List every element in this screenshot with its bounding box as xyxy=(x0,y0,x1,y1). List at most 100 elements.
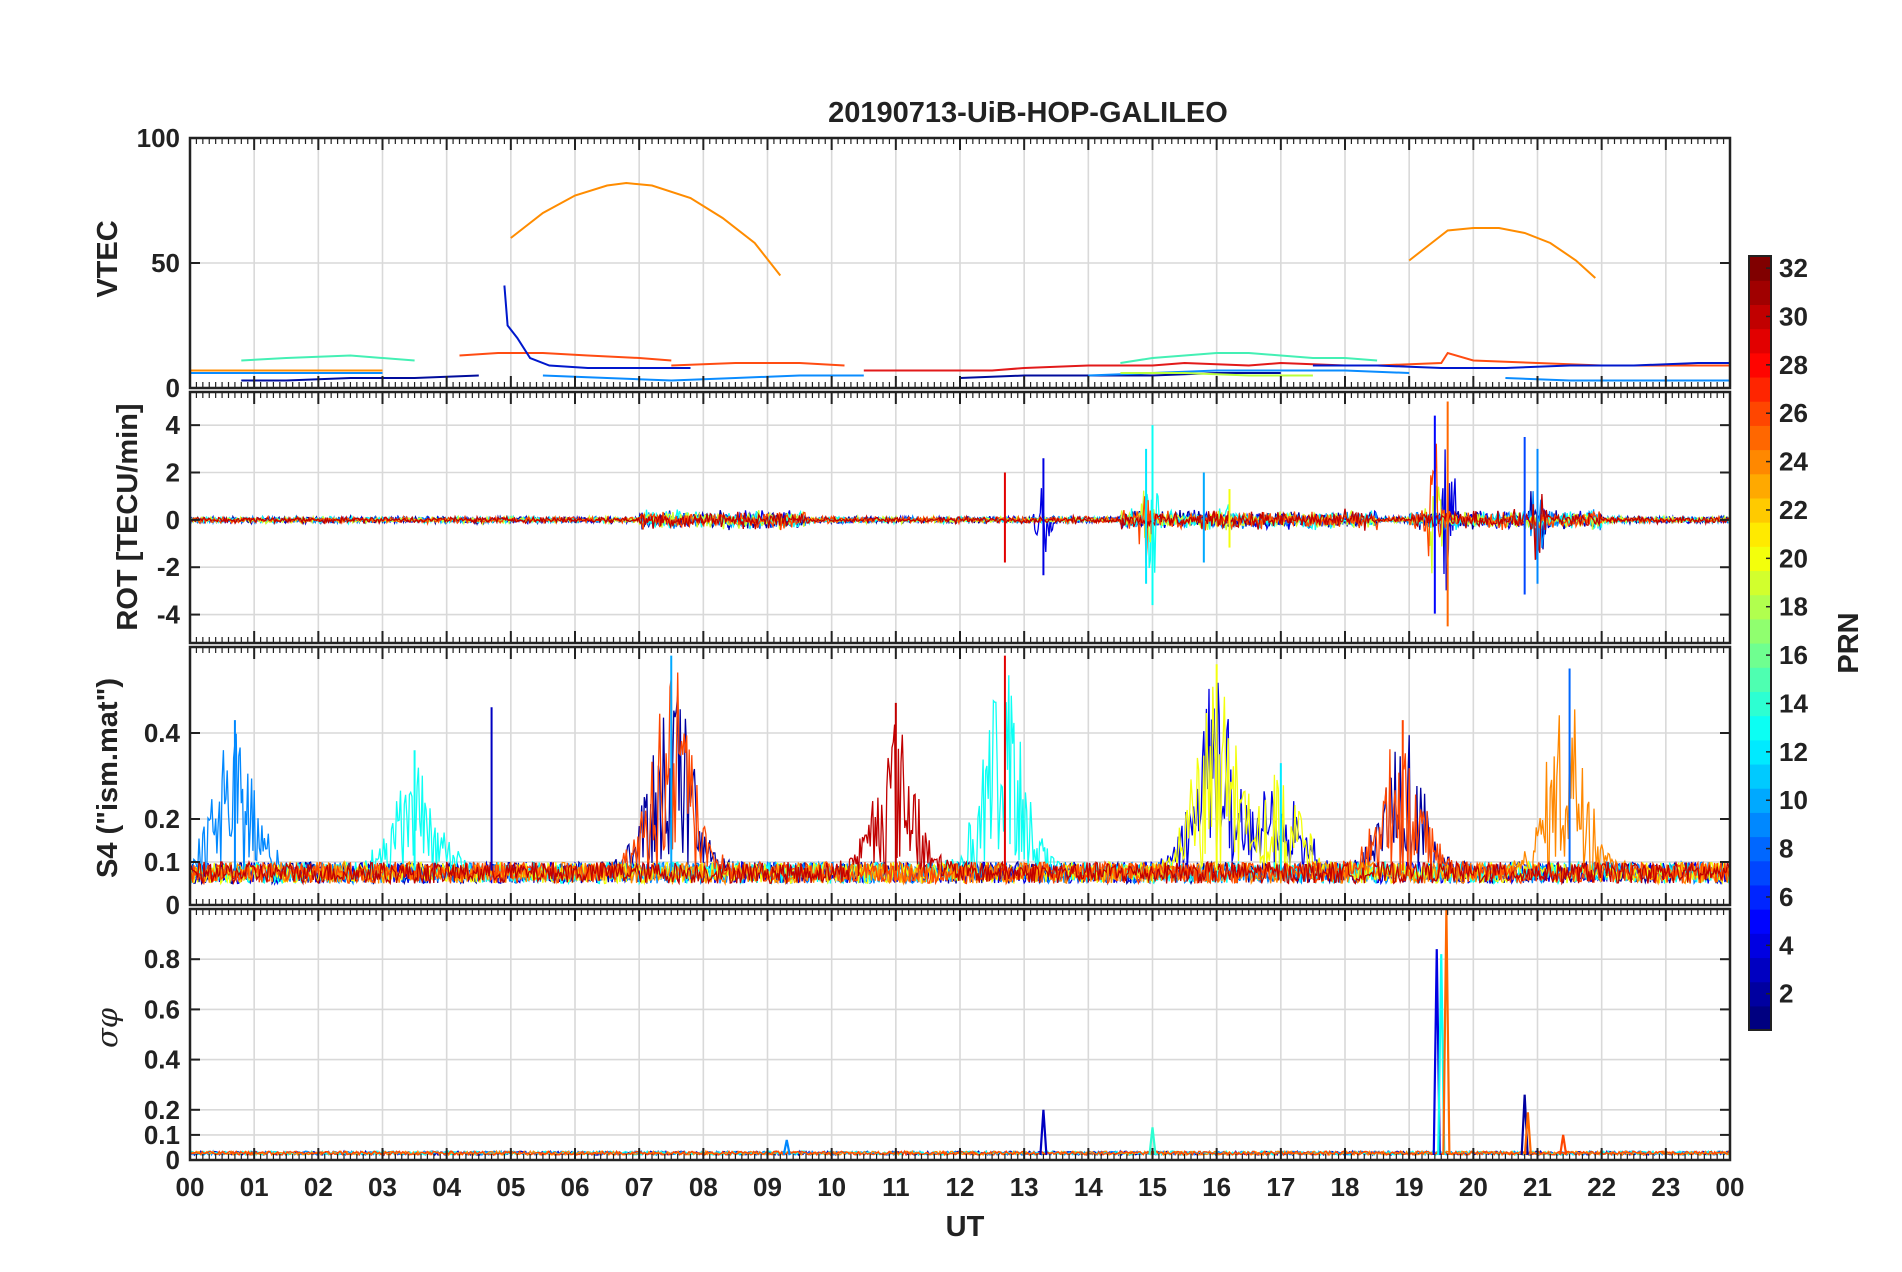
colorbar-tick-label: 12 xyxy=(1779,737,1808,767)
x-tick-label: 10 xyxy=(817,1172,846,1202)
s4-series-prn-24 xyxy=(189,709,1731,886)
vtec-series-prn-18 xyxy=(1120,372,1313,377)
x-tick-label: 09 xyxy=(753,1172,782,1202)
sigma-spike-prn-26 xyxy=(1559,1134,1568,1156)
x-tick-label: 20 xyxy=(1459,1172,1488,1202)
vtec-series-prn-24 xyxy=(1408,227,1596,279)
ylabel-rot: ROT [TECU/min] xyxy=(112,403,144,630)
colorbar-strip xyxy=(1749,788,1771,813)
x-tick-label: 07 xyxy=(625,1172,654,1202)
y-tick-label: 0.1 xyxy=(144,847,180,877)
colorbar-tick-label: 22 xyxy=(1779,495,1808,525)
x-tick-label: 03 xyxy=(368,1172,397,1202)
colorbar-frame xyxy=(1748,255,1772,1031)
vtec-series-prn-2 xyxy=(241,374,479,382)
colorbar-strip xyxy=(1749,763,1771,789)
colorbar-tick-label: 18 xyxy=(1779,592,1808,622)
vtec-series-prn-9 xyxy=(1505,377,1730,382)
colorbar-tick-label: 8 xyxy=(1779,834,1793,864)
vtec-series-prn-2 xyxy=(959,372,1281,379)
vtec-series-prn-30 xyxy=(863,361,1346,372)
colorbar-tick-label: 14 xyxy=(1779,688,1808,718)
colorbar-strip xyxy=(1749,304,1771,330)
vtec-series-prn-26 xyxy=(671,362,845,367)
x-tick-label: 18 xyxy=(1331,1172,1360,1202)
vtec-series-prn-24 xyxy=(510,181,782,277)
x-tick-label: 02 xyxy=(304,1172,333,1202)
s4-series-prn-30 xyxy=(189,724,1731,886)
colorbar-strip xyxy=(1749,522,1771,547)
rot-series-prn-30 xyxy=(189,493,1731,560)
x-tick-label: 08 xyxy=(689,1172,718,1202)
x-tick-label: 05 xyxy=(496,1172,525,1202)
y-tick-label: 0 xyxy=(166,1145,180,1175)
ylabel-sigma: σφ xyxy=(90,1007,124,1048)
chart-title: 20190713-UiB-HOP-GALILEO xyxy=(828,97,1228,129)
panel-s4: 0 0.1 0.2 0.4 S4 ("ism.mat") xyxy=(92,645,1732,920)
colorbar-strip xyxy=(1749,957,1771,983)
x-tick-label: 13 xyxy=(1010,1172,1039,1202)
y-tick-label: 0.6 xyxy=(144,994,180,1024)
x-tick-label: 15 xyxy=(1138,1172,1167,1202)
colorbar-strip xyxy=(1749,425,1771,451)
colorbar-strip xyxy=(1749,860,1771,886)
colorbar-strip xyxy=(1749,981,1771,1007)
colorbar-strip xyxy=(1749,256,1771,281)
y-tick-label: 0 xyxy=(166,890,180,920)
y-tick-label: 50 xyxy=(151,248,180,278)
vtec-series-prn-3 xyxy=(503,285,691,369)
colorbar-strip xyxy=(1749,352,1771,378)
colorbar-strip xyxy=(1749,497,1771,523)
colorbar-strip xyxy=(1749,909,1771,934)
colorbar-tick-label: 6 xyxy=(1779,882,1793,912)
colorbar-tick-label: 20 xyxy=(1779,543,1808,573)
x-tick-label: 04 xyxy=(432,1172,461,1202)
x-tick-label: 16 xyxy=(1202,1172,1231,1202)
colorbar-tick-label: 2 xyxy=(1779,979,1793,1009)
colorbar-strip xyxy=(1749,280,1771,305)
y-tick-label: 0.2 xyxy=(144,804,180,834)
colorbar-strip xyxy=(1749,594,1771,620)
x-tick-label: 00 xyxy=(1716,1172,1745,1202)
y-tick-label: 0.4 xyxy=(144,718,181,748)
colorbar-strip xyxy=(1749,812,1771,838)
colorbar-strip xyxy=(1749,643,1771,668)
x-tick-label: 21 xyxy=(1523,1172,1552,1202)
vtec-series-prn-26 xyxy=(459,352,672,362)
x-tick-label: 06 xyxy=(561,1172,590,1202)
colorbar-strip xyxy=(1749,836,1771,862)
sigma-spike-prn-25 xyxy=(1523,1112,1532,1156)
colorbar-tick-label: 10 xyxy=(1779,785,1808,815)
colorbar-tick-label: 26 xyxy=(1779,398,1808,428)
sigma-spike-prn-14 xyxy=(1148,1127,1157,1156)
colorbar-strip xyxy=(1749,667,1771,692)
colorbar-strip xyxy=(1749,618,1771,644)
vtec-series-prn-13 xyxy=(241,354,415,362)
panel-vtec: 0 50 100 VTEC xyxy=(92,123,1732,403)
colorbar-strip xyxy=(1749,1005,1771,1031)
y-tick-label: 0.8 xyxy=(144,944,180,974)
colorbar-strip xyxy=(1749,691,1771,717)
y-tick-label: 0.1 xyxy=(144,1120,180,1150)
vtec-series-prn-13 xyxy=(1120,352,1378,364)
x-tick-label: 12 xyxy=(946,1172,975,1202)
x-tick-labels: 00 01 02 03 04 05 06 07 08 09 10 11 12 13 14 15 16 17 18 19… xyxy=(176,1172,1745,1202)
colorbar-strip xyxy=(1749,884,1771,910)
x-tick-label: 17 xyxy=(1266,1172,1295,1202)
vtec-series-prn-3 xyxy=(1312,362,1730,369)
panel-rot: -4 -2 0 2 4 ROT [TECU/min] xyxy=(112,390,1732,645)
x-axis-label: UT xyxy=(946,1211,985,1243)
colorbar-strip xyxy=(1749,739,1771,765)
sigma-spike-prn-3 xyxy=(1039,1109,1048,1156)
colorbar-tick-label: 30 xyxy=(1779,301,1808,331)
colorbar-tick-label: 28 xyxy=(1779,350,1808,380)
colorbar-strip xyxy=(1749,401,1771,426)
colorbar-strip xyxy=(1749,376,1771,402)
colorbar-strip xyxy=(1749,715,1771,741)
colorbar-strip xyxy=(1749,546,1771,572)
panel-sigma: 00.10.2 0.4 0.6 0.8 σφ xyxy=(90,907,1732,1175)
sigma-spike-prn-9 xyxy=(782,1139,791,1156)
